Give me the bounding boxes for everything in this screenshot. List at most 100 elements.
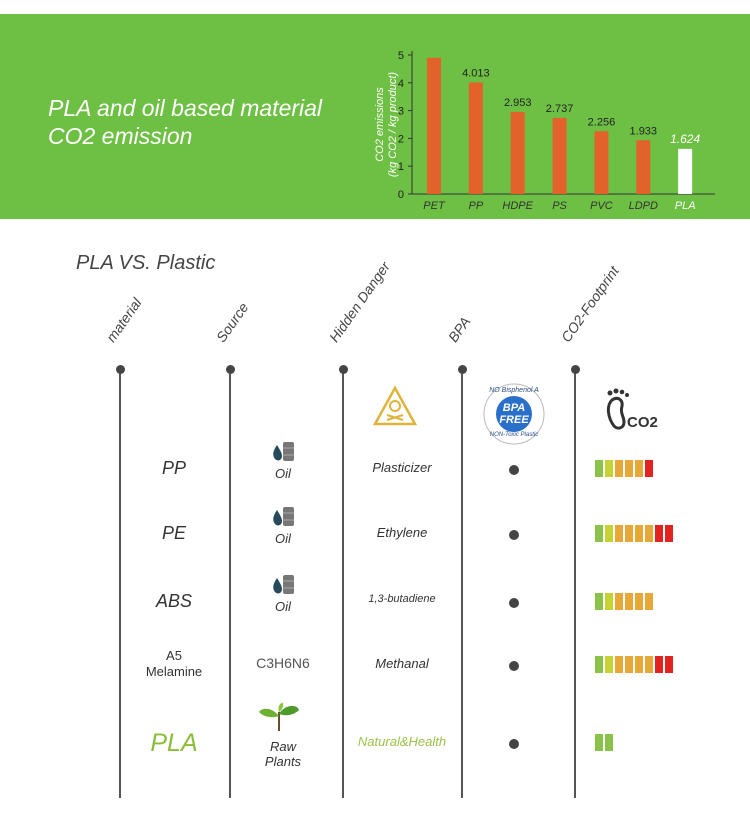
- column-dot: [457, 364, 467, 374]
- row-footprint-bar: [595, 460, 653, 477]
- footprint-segment: [645, 593, 653, 610]
- column-header: BPA: [444, 313, 474, 345]
- footprint-segment: [625, 656, 633, 673]
- row-material: PP: [161, 458, 186, 478]
- bar-pp: [468, 82, 483, 194]
- y-tick-label: 3: [398, 106, 404, 118]
- bar-value-label: 2.737: [546, 103, 574, 115]
- column-dot: [338, 364, 348, 374]
- banner-title: PLA and oil based material CO2 emission: [48, 94, 322, 150]
- column-line: [342, 369, 344, 798]
- y-tick-label: 1: [398, 161, 404, 173]
- x-tick-label: PET: [423, 200, 446, 212]
- y-tick-label: 4: [398, 78, 404, 90]
- footprint-segment: [615, 460, 623, 477]
- bar-pvc: [594, 131, 609, 194]
- bpa-free-badge-icon: [482, 382, 546, 446]
- row-footprint-bar: [595, 593, 653, 610]
- row-hidden-danger: Ethylene: [376, 525, 428, 540]
- bar-pla: [678, 148, 693, 194]
- plant-sprout-icon: [257, 702, 301, 737]
- column-dot: [225, 364, 235, 374]
- row-footprint-bar: [595, 525, 673, 542]
- green-banner: PLA and oil based material CO2 emission: [0, 14, 750, 219]
- footprint-segment: [605, 593, 613, 610]
- footprint-segment: [645, 656, 653, 673]
- row-source: C3H6N6: [256, 655, 310, 671]
- column-line: [229, 369, 231, 798]
- footprint-segment: [635, 593, 643, 610]
- hazard-icon: [372, 385, 418, 432]
- bar-value-label: 1.933: [630, 125, 658, 137]
- footprint-segment: [645, 525, 653, 542]
- row-bpa-dot: [509, 530, 519, 540]
- column-line: [119, 369, 121, 798]
- footprint-segment: [625, 525, 633, 542]
- bpa-badge-center2: FREE: [499, 414, 529, 426]
- row-hidden-danger: Methanal: [375, 656, 429, 671]
- footprint-segment: [605, 525, 613, 542]
- footprint-segment: [615, 525, 623, 542]
- y-tick-label: 5: [398, 50, 404, 62]
- row-material: A5 Melamine: [145, 648, 203, 679]
- x-tick-label: PLA: [675, 200, 696, 212]
- row-material: PE: [161, 523, 186, 543]
- bpa-badge-bottom: NON-Toxic Plastic: [489, 432, 539, 438]
- row-source: Raw Plants: [264, 739, 302, 769]
- column-header: Hidden Danger: [325, 258, 394, 345]
- row-footprint-bar: [595, 734, 613, 751]
- comparison-title: PLA VS. Plastic: [76, 252, 216, 274]
- row-bpa-dot: [509, 465, 519, 475]
- bar-value-label: 4.013: [462, 67, 490, 79]
- bar-value-label: 2.953: [504, 97, 532, 109]
- footprint-icon: [604, 388, 634, 435]
- x-tick-label: HDPE: [502, 200, 533, 212]
- footprint-segment: [635, 525, 643, 542]
- footprint-segment: [625, 593, 633, 610]
- footprint-segment: [615, 656, 623, 673]
- bar-ps: [552, 117, 567, 194]
- bar-value-label: 2.256: [588, 116, 616, 128]
- footprint-segment: [645, 460, 653, 477]
- oil-barrel-icon: [270, 506, 296, 533]
- footprint-segment: [595, 734, 603, 751]
- column-header: material: [102, 295, 145, 345]
- footprint-segment: [595, 525, 603, 542]
- column-dot: [115, 364, 125, 374]
- footprint-segment: [625, 460, 633, 477]
- x-tick-label: PS: [552, 200, 567, 212]
- row-source: Oil: [275, 466, 291, 481]
- row-footprint-bar: [595, 656, 673, 673]
- bar-value-label: 1.624: [670, 132, 700, 146]
- row-hidden-danger: 1,3-butadiene: [368, 593, 436, 605]
- y-tick-label: 0: [398, 189, 404, 201]
- footprint-segment: [595, 656, 603, 673]
- bar-ldpd: [636, 140, 651, 194]
- column-header: CO2-Footprint: [557, 263, 622, 345]
- banner-title-line1: PLA and oil based material: [48, 95, 323, 121]
- row-material: ABS: [155, 591, 193, 611]
- y-tick-label: 2: [398, 133, 404, 145]
- row-bpa-dot: [509, 598, 519, 608]
- column-header: Source: [212, 299, 252, 345]
- footprint-co2-label: CO2: [627, 414, 658, 431]
- footprint-segment: [595, 460, 603, 477]
- bpa-badge-center1: BPA: [502, 402, 526, 414]
- row-source: Oil: [275, 599, 291, 614]
- footprint-segment: [655, 656, 663, 673]
- row-hidden-danger: Natural&Health: [357, 734, 447, 749]
- row-bpa-dot: [509, 739, 519, 749]
- footprint-segment: [665, 525, 673, 542]
- column-line: [574, 369, 576, 798]
- banner-title-line2: CO2 emission: [48, 123, 193, 149]
- column-line: [461, 369, 463, 798]
- x-tick-label: PP: [469, 200, 484, 212]
- bar-hdpe: [510, 111, 525, 194]
- row-bpa-dot: [509, 661, 519, 671]
- y-axis-label: CO2 emissions(kg CO2 / kg product): [374, 72, 399, 177]
- bpa-badge-top: NO Bisphenol A: [489, 387, 539, 394]
- x-tick-label: PVC: [590, 200, 613, 212]
- bar-pet: [427, 57, 441, 194]
- footprint-segment: [655, 525, 663, 542]
- footprint-segment: [605, 460, 613, 477]
